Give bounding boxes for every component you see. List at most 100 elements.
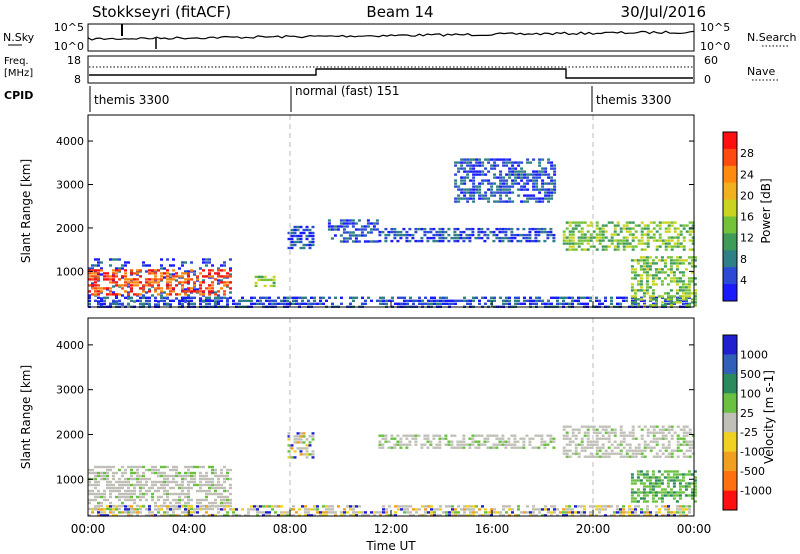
data-cell-r5 — [693, 470, 697, 473]
data-cell-r2 — [292, 296, 295, 299]
data-cell-r1 — [196, 511, 199, 514]
data-cell-r1 — [481, 514, 484, 517]
data-cell-r5 — [693, 491, 697, 494]
data-cell-r8 — [577, 230, 581, 233]
data-cell-r1 — [166, 269, 169, 272]
data-cell-r7 — [499, 179, 503, 182]
data-cell-r8 — [640, 230, 644, 233]
data-cell-r9 — [660, 268, 664, 271]
data-cell-r3 — [495, 446, 499, 449]
data-cell-r1 — [349, 514, 352, 517]
data-cell-r4 — [640, 449, 644, 452]
data-cell-r1 — [430, 514, 433, 517]
data-cell-r4 — [574, 437, 578, 440]
data-cell-r1 — [142, 290, 145, 293]
data-cell-r4 — [634, 446, 638, 449]
data-cell-r7 — [469, 191, 473, 194]
data-cell-r1 — [667, 505, 670, 508]
data-cell-r8 — [691, 236, 695, 239]
data-cell-r7 — [457, 167, 461, 170]
data-cell-r2 — [287, 438, 291, 441]
data-cell-r9 — [633, 289, 637, 292]
data-cell-r1 — [91, 508, 94, 511]
data-cell-r9 — [690, 259, 694, 262]
data-cell-r9 — [669, 271, 673, 274]
data-cell-r7 — [487, 182, 491, 185]
data-cell-r0 — [211, 471, 214, 475]
data-cell-r9 — [654, 277, 658, 280]
data-cell-r7 — [514, 179, 518, 182]
data-cell-r2 — [361, 296, 364, 299]
data-cell-r0 — [229, 504, 232, 508]
data-cell-r1 — [190, 290, 193, 293]
data-cell-r0 — [181, 486, 184, 490]
data-cell-r6 — [507, 236, 511, 240]
colorbar-swatch — [723, 267, 737, 285]
data-cell-r1 — [502, 505, 505, 508]
data-cell-r5 — [369, 240, 373, 243]
data-cell-r8 — [616, 245, 620, 248]
data-cell-r1 — [223, 281, 226, 284]
data-cell-r2 — [559, 296, 562, 299]
data-cell-r1 — [106, 275, 109, 278]
data-cell-r1 — [307, 508, 310, 511]
data-cell-r1 — [631, 511, 634, 514]
data-cell-r8 — [619, 242, 623, 245]
data-cell-r1 — [532, 508, 535, 511]
data-cell-r4 — [682, 431, 686, 434]
data-cell-r1 — [568, 508, 571, 511]
data-cell-r0 — [133, 492, 136, 496]
data-cell-r0 — [151, 465, 154, 469]
data-cell-r8 — [625, 245, 629, 248]
data-cell-r8 — [688, 233, 692, 236]
data-cell-r4 — [290, 231, 294, 235]
data-cell-r0 — [97, 495, 100, 499]
data-cell-r2 — [541, 302, 544, 305]
data-cell-r0 — [103, 477, 106, 481]
data-cell-r1 — [184, 293, 187, 296]
data-cell-r8 — [667, 242, 671, 245]
data-cell-r3 — [408, 434, 412, 437]
data-cell-r0 — [118, 477, 121, 481]
data-cell-r7 — [460, 179, 464, 182]
data-cell-r2 — [670, 302, 673, 305]
data-cell-r7 — [499, 191, 503, 194]
data-cell-r4 — [622, 440, 626, 443]
data-cell-r7 — [517, 188, 521, 191]
data-cell-r0 — [121, 486, 124, 490]
data-cell-r1 — [115, 275, 118, 278]
data-cell-r3 — [405, 434, 409, 437]
data-cell-r1 — [322, 505, 325, 508]
data-cell-r1 — [655, 514, 658, 517]
data-cell-r3 — [390, 437, 394, 440]
data-cell-r6 — [462, 236, 466, 240]
data-cell-r5 — [636, 500, 640, 503]
data-cell-r7 — [520, 173, 524, 176]
data-cell-r4 — [613, 440, 617, 443]
data-cell-r1 — [649, 514, 652, 517]
data-cell-r0 — [112, 477, 115, 481]
data-cell-r4 — [592, 431, 596, 434]
data-cell-r3 — [438, 437, 442, 440]
data-cell-r8 — [640, 242, 644, 245]
data-cell-r7 — [472, 164, 476, 167]
data-cell-r1 — [628, 505, 631, 508]
data-cell-r7 — [502, 176, 506, 179]
data-cell-r1 — [226, 281, 229, 284]
data-cell-r8 — [688, 227, 692, 230]
colorbar-swatch — [723, 250, 737, 268]
data-cell-r1 — [214, 293, 217, 296]
data-cell-r8 — [598, 239, 602, 242]
data-cell-r2 — [109, 302, 112, 305]
colorbar-swatch — [723, 373, 737, 394]
data-cell-r7 — [469, 161, 473, 164]
data-cell-r3 — [399, 443, 403, 446]
data-cell-r6 — [432, 239, 436, 243]
data-cell-r4 — [655, 437, 659, 440]
data-cell-r0 — [94, 498, 97, 502]
data-cell-r3 — [513, 446, 517, 449]
data-cell-r1 — [415, 511, 418, 514]
data-cell-r7 — [469, 194, 473, 197]
data-cell-r9 — [639, 256, 643, 259]
data-cell-r5 — [642, 491, 646, 494]
